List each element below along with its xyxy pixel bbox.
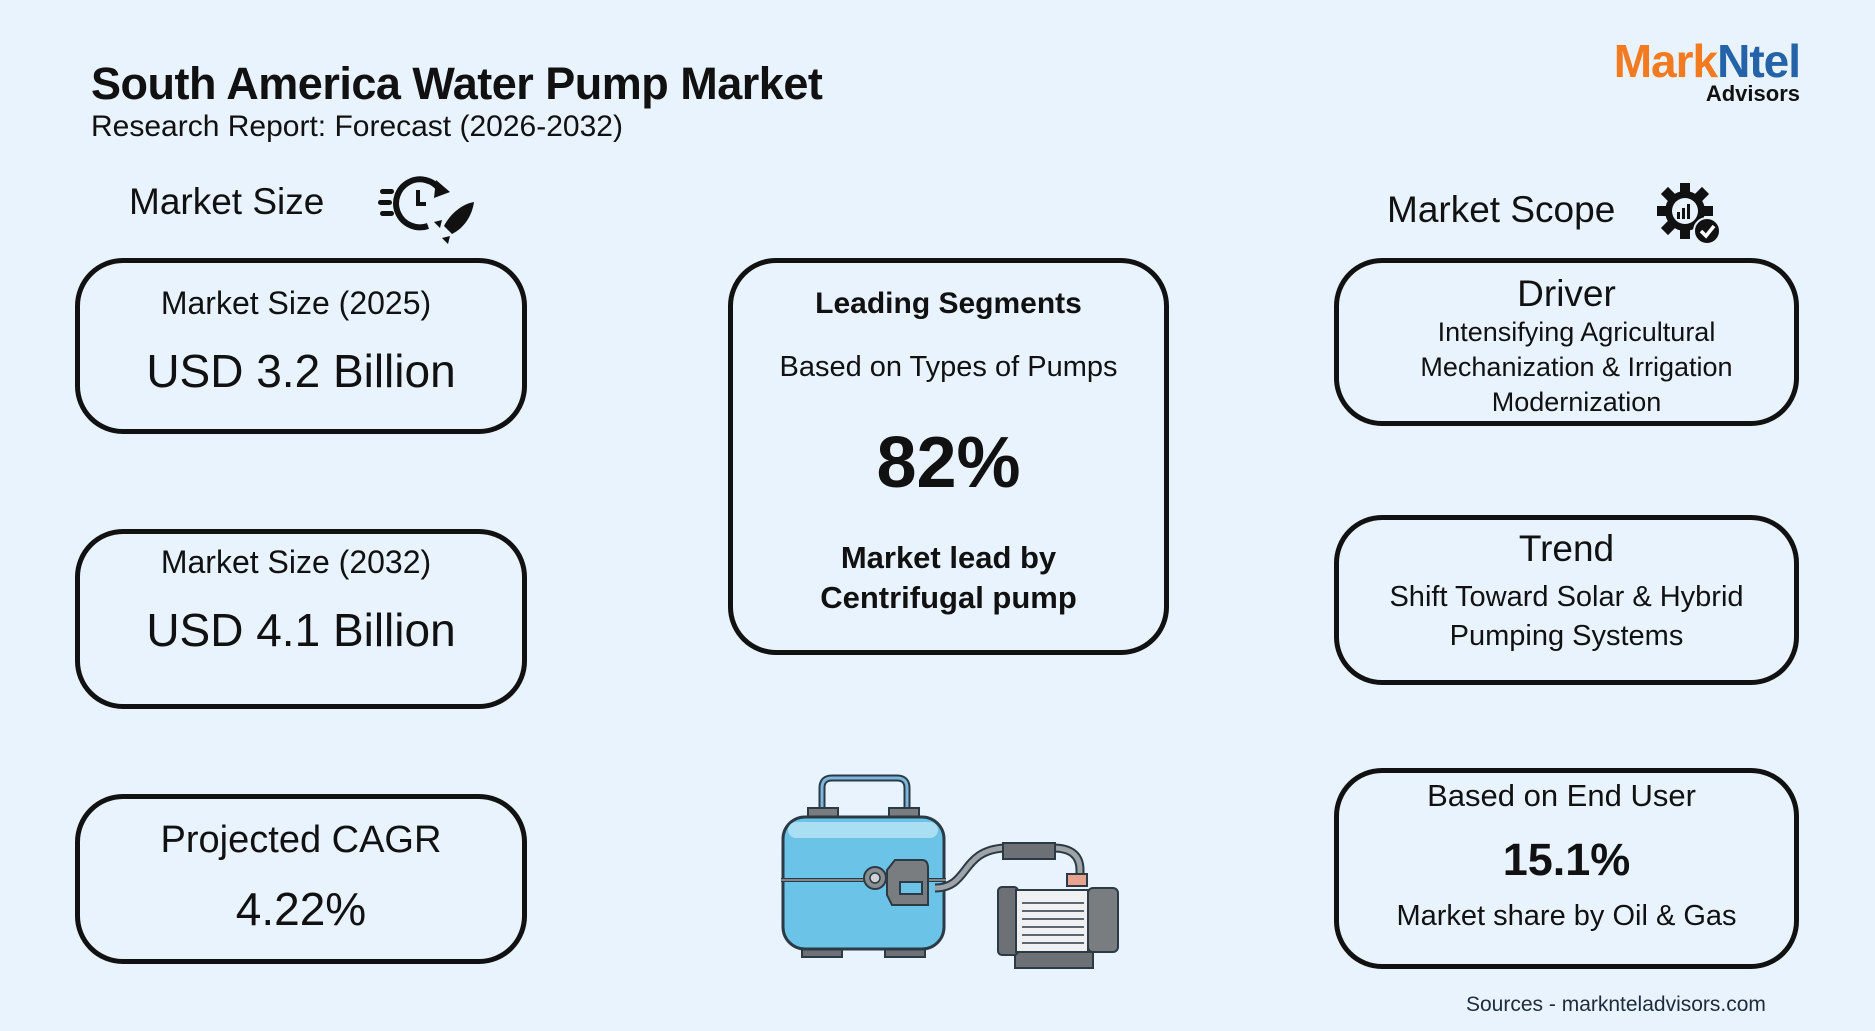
segments-caption: Market lead by Centrifugal pump — [733, 538, 1164, 618]
driver-title: Driver — [1517, 273, 1616, 314]
end-user-title: Based on End User — [1427, 778, 1696, 813]
end-user-value: 15.1% — [1502, 834, 1631, 885]
logo-mark: Mark — [1613, 35, 1718, 87]
water-pump-illustration — [781, 774, 1119, 969]
segments-basis: Based on Types of Pumps — [779, 351, 1118, 383]
trend-text: Shift Toward Solar & Hybrid Pumping Syst… — [1339, 578, 1794, 656]
logo-advisors: Advisors — [1705, 81, 1800, 106]
page-subtitle: Research Report: Forecast (2026-2032) — [91, 110, 623, 143]
driver-text: Intensifying Agricultural Mechanization … — [1359, 315, 1794, 420]
leading-segments-card: Leading Segments Based on Types of Pumps… — [728, 258, 1169, 655]
driver-line: Intensifying Agricultural — [1437, 317, 1716, 347]
driver-line: Mechanization & Irrigation — [1420, 352, 1733, 382]
trend-card: Trend Shift Toward Solar & Hybrid Pumpin… — [1334, 515, 1799, 685]
segments-title: Leading Segments — [815, 287, 1082, 320]
driver-line: Modernization — [1491, 387, 1662, 417]
page-title: South America Water Pump Market — [91, 58, 823, 109]
driver-card: Driver Intensifying Agricultural Mechani… — [1334, 258, 1799, 426]
logo: MarkNtel Advisors — [1590, 35, 1801, 106]
end-user-caption: Market share by Oil & Gas — [1396, 900, 1737, 932]
market-scope-heading: Market Scope — [1387, 189, 1616, 230]
card-value: USD 4.1 Billion — [146, 604, 456, 656]
card-value: USD 3.2 Billion — [146, 345, 456, 397]
card-label: Projected CAGR — [160, 819, 442, 861]
projected-cagr-card: Projected CAGR 4.22% — [75, 794, 527, 964]
trend-line: Pumping Systems — [1449, 620, 1684, 652]
trend-line: Shift Toward Solar & Hybrid — [1389, 581, 1744, 613]
segments-value: 82% — [876, 423, 1021, 503]
card-value: 4.22% — [235, 883, 367, 935]
market-size-heading: Market Size — [129, 181, 325, 222]
clock-rocket-icon — [378, 176, 474, 244]
gear-chart-check-icon — [1657, 183, 1721, 245]
sources-text: Sources - marknteladvisors.com — [1466, 993, 1766, 1016]
market-size-2025-card: Market Size (2025) USD 3.2 Billion — [75, 258, 527, 434]
end-user-card: Based on End User 15.1% Market share by … — [1334, 768, 1799, 969]
caption-line: Market lead by — [840, 540, 1057, 575]
card-label: Market Size (2032) — [160, 544, 432, 580]
card-label: Market Size (2025) — [160, 285, 432, 321]
caption-line: Centrifugal pump — [820, 580, 1077, 615]
market-size-2032-card: Market Size (2032) USD 4.1 Billion — [75, 529, 527, 709]
logo-ntel: Ntel — [1717, 35, 1801, 87]
trend-title: Trend — [1518, 528, 1615, 569]
